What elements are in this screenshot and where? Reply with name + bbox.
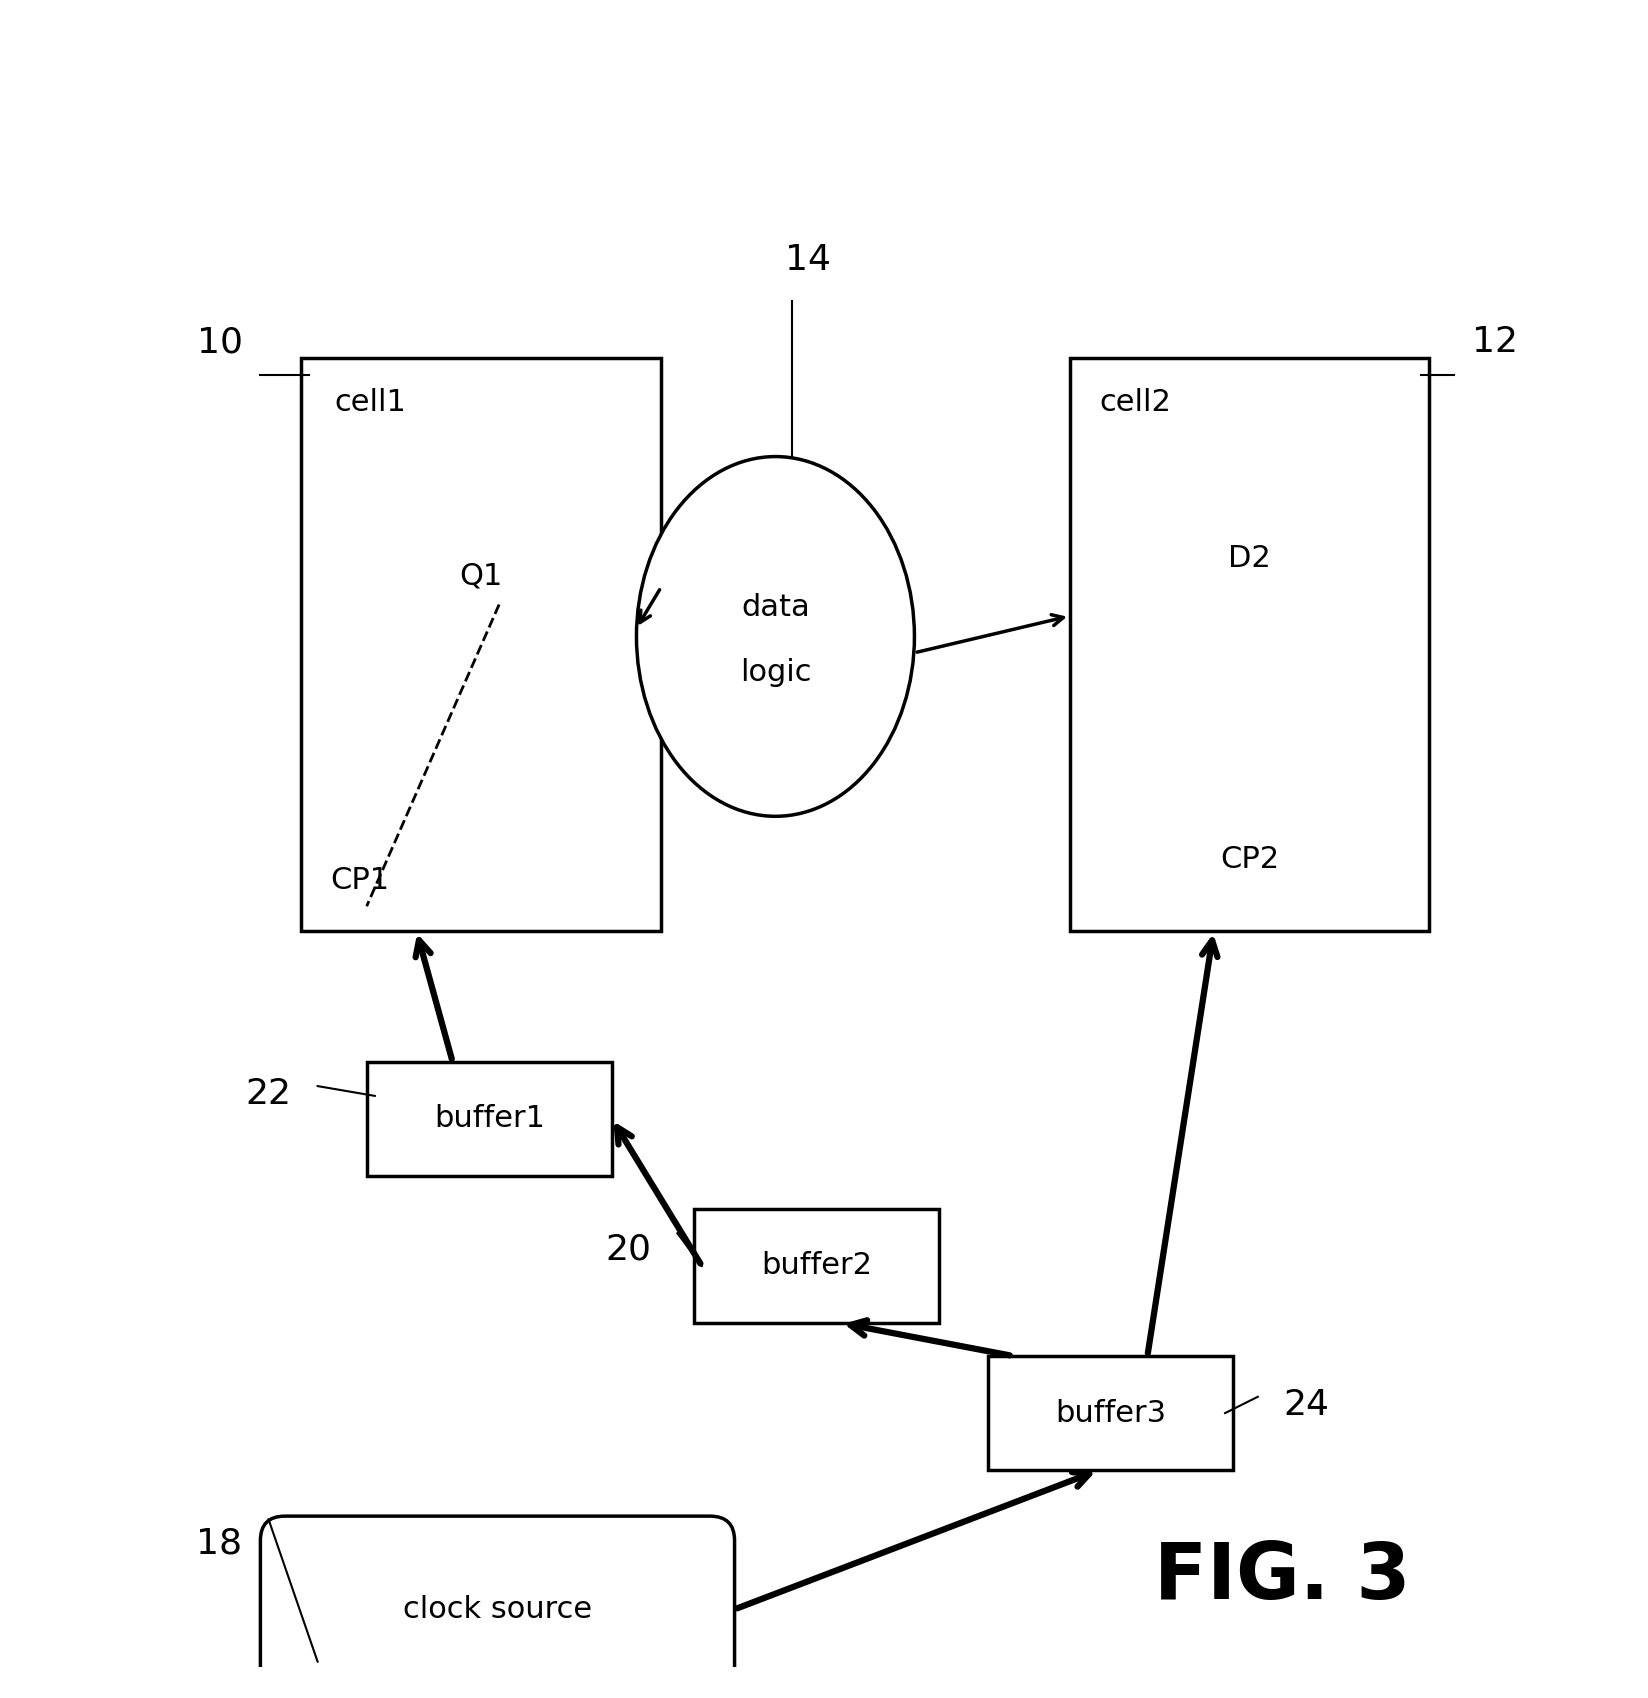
Text: FIG. 3: FIG. 3 [1154, 1538, 1409, 1615]
Text: 10: 10 [196, 324, 242, 358]
Text: 14: 14 [784, 243, 831, 277]
Text: data: data [740, 593, 809, 621]
Text: Q1: Q1 [460, 562, 503, 591]
Bar [302, 358, 661, 931]
Text: 22: 22 [246, 1077, 292, 1110]
Text: 18: 18 [196, 1527, 242, 1560]
Bar [366, 1061, 611, 1177]
Text: 24: 24 [1284, 1387, 1328, 1421]
Text: cell2: cell2 [1099, 387, 1170, 418]
Text: D2: D2 [1228, 545, 1271, 574]
Text: buffer2: buffer2 [760, 1251, 872, 1280]
Text: buffer1: buffer1 [433, 1104, 544, 1133]
Text: 20: 20 [605, 1233, 651, 1267]
Bar [1070, 358, 1429, 931]
Text: cell1: cell1 [335, 387, 405, 418]
Ellipse shape [636, 457, 915, 817]
Bar [694, 1209, 938, 1323]
Text: logic: logic [740, 657, 811, 688]
Text: CP1: CP1 [331, 866, 389, 895]
Text: CP2: CP2 [1220, 844, 1279, 873]
FancyBboxPatch shape [260, 1516, 733, 1698]
Text: 12: 12 [1472, 324, 1516, 358]
Bar [987, 1357, 1233, 1470]
Text: clock source: clock source [402, 1594, 592, 1623]
Text: buffer3: buffer3 [1055, 1399, 1165, 1428]
